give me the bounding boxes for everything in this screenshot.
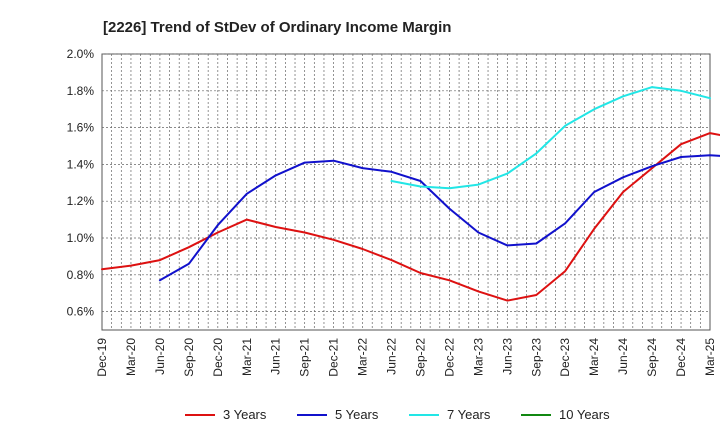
plot-frame: [101, 53, 711, 331]
series-line-5-years: [158, 154, 720, 282]
x-tick-label: Dec-24: [674, 338, 688, 377]
x-tick-label: Dec-23: [558, 338, 572, 377]
y-tick-label: 1.8%: [67, 84, 95, 98]
y-tick-label: 1.6%: [67, 121, 95, 135]
legend: 3 Years 5 Years 7 Years 10 Years: [185, 407, 610, 422]
x-tick-label: Mar-23: [471, 338, 485, 376]
x-tick-label: Dec-19: [95, 338, 109, 377]
x-tick-label: Sep-24: [645, 338, 659, 377]
chart-title: [2226] Trend of StDev of Ordinary Income…: [103, 19, 451, 36]
x-tick-label: Dec-21: [327, 338, 341, 377]
y-tick-label: 1.4%: [67, 157, 95, 171]
x-tick-label: Sep-22: [413, 338, 427, 377]
grid-layer: [101, 53, 711, 331]
x-tick-label: Mar-20: [124, 338, 138, 376]
x-tick-label: Jun-24: [616, 338, 630, 375]
x-tick-label: Mar-22: [356, 338, 370, 376]
x-tick-label: Jun-21: [269, 338, 283, 375]
y-tick-label: 0.8%: [67, 268, 95, 282]
x-tick-label: Sep-21: [298, 338, 312, 377]
x-tick-label: Sep-23: [529, 338, 543, 377]
x-tick-label: Jun-23: [500, 338, 514, 375]
x-tick-label: Mar-25: [703, 338, 717, 376]
x-tick-label: Dec-22: [442, 338, 456, 377]
y-tick-label: 1.0%: [67, 231, 95, 245]
x-tick-label: Jun-22: [385, 338, 399, 375]
x-tick-label: Sep-20: [182, 338, 196, 377]
series-line-7-years: [390, 86, 711, 190]
legend-label: 5 Years: [335, 407, 379, 422]
legend-label: 10 Years: [559, 407, 610, 422]
series-layer: [101, 86, 720, 302]
y-tick-label: 2.0%: [67, 47, 95, 61]
legend-label: 3 Years: [223, 407, 267, 422]
x-tick-label: Dec-20: [211, 338, 225, 377]
axis-layer: 0.6% 0.8% 1.0% 1.2% 1.4% 1.6% 1.8% 2.0% Dec-19 Ma…: [67, 47, 717, 377]
x-tick-label: Mar-24: [587, 338, 601, 376]
x-tick-label: Mar-21: [240, 338, 254, 376]
y-tick-label: 1.2%: [67, 194, 95, 208]
legend-label: 7 Years: [447, 407, 491, 422]
x-tick-label: Jun-20: [153, 338, 167, 375]
y-tick-label: 0.6%: [67, 305, 95, 319]
